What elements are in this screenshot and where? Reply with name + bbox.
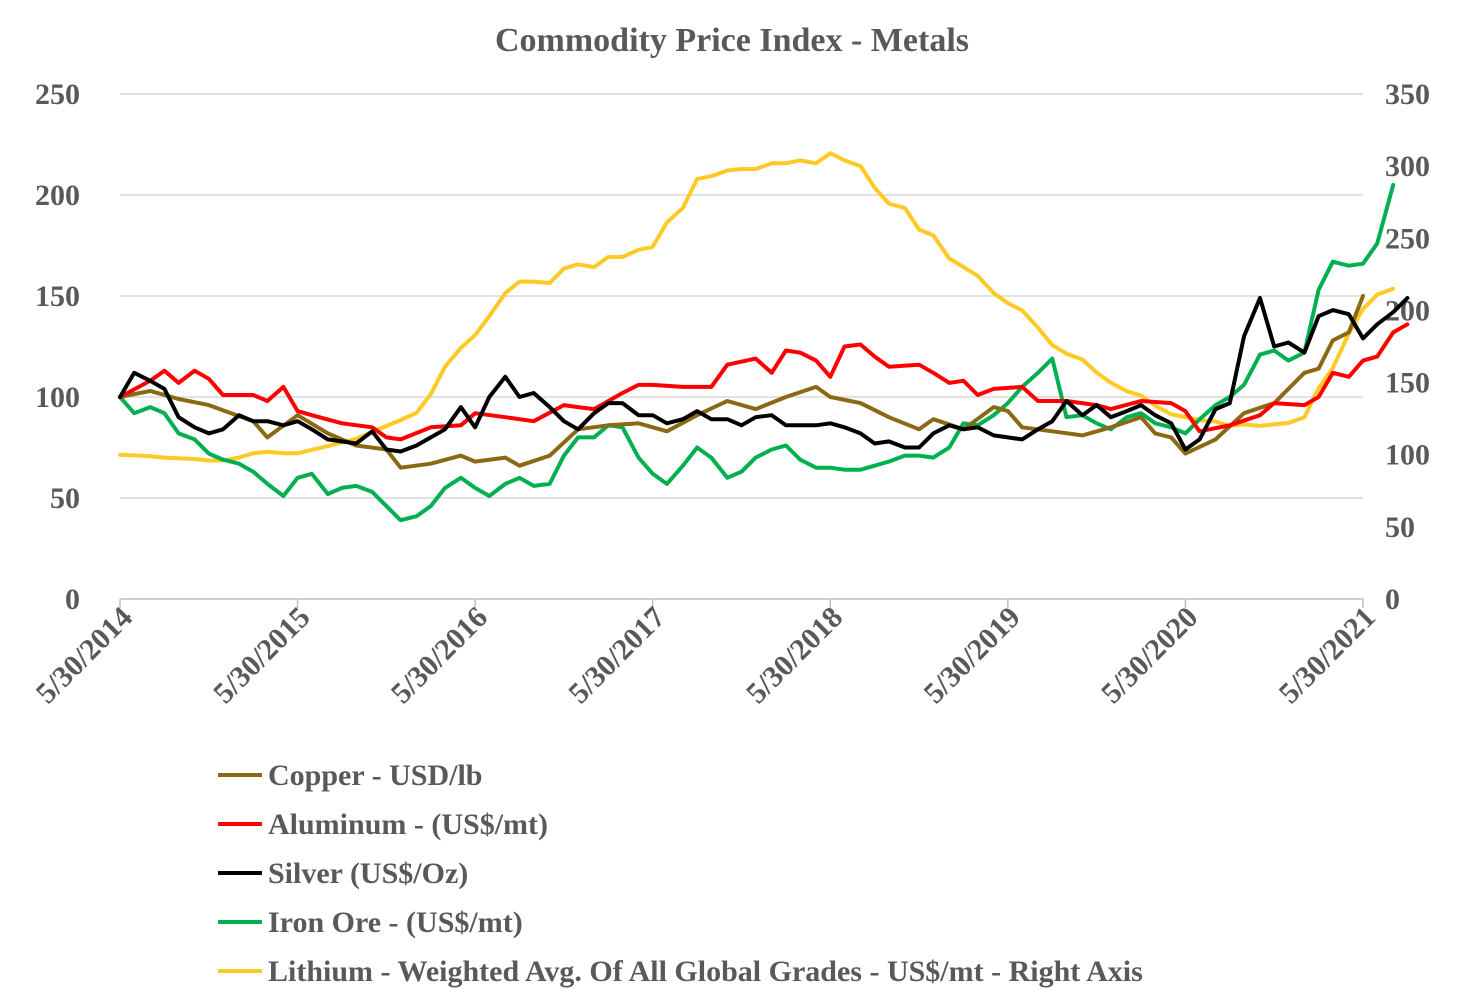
series-line-0: [118, 294, 1365, 470]
x-tick-label: 5/30/2020: [1095, 601, 1204, 710]
x-tick-label: 5/30/2017: [562, 601, 671, 710]
chart-title: Commodity Price Index - Metals: [495, 22, 969, 59]
x-tick-label: 5/30/2019: [917, 601, 1026, 710]
left-tick-label: 150: [35, 280, 80, 313]
x-tick-label: 5/30/2014: [30, 601, 139, 710]
x-tick-label: 5/30/2021: [1273, 601, 1382, 710]
left-tick-label: 50: [50, 482, 80, 515]
right-tick-label: 350: [1385, 78, 1430, 111]
series-line-3: [118, 182, 1396, 523]
x-tick-label: 5/30/2015: [207, 601, 316, 710]
legend-label: Lithium - Weighted Avg. Of All Global Gr…: [268, 955, 1143, 988]
right-tick-label: 300: [1385, 150, 1430, 183]
x-tick-label: 5/30/2016: [385, 601, 494, 710]
right-tick-label: 250: [1385, 222, 1430, 255]
left-tick-label: 250: [35, 78, 80, 111]
x-tick-label: 5/30/2018: [740, 601, 849, 710]
series-line-2: [118, 296, 1410, 454]
series-lines: [118, 151, 1410, 523]
left-axis-ticks: 0 50 100 150 200 250: [35, 78, 80, 616]
gridlines: [120, 93, 1363, 499]
legend-label: Copper - USD/lb: [268, 759, 482, 792]
left-tick-label: 0: [65, 583, 80, 616]
right-tick-label: 150: [1385, 367, 1430, 400]
left-tick-label: 100: [35, 381, 80, 414]
right-tick-label: 0: [1385, 583, 1400, 616]
right-tick-label: 50: [1385, 511, 1415, 544]
x-axis: 5/30/2014 5/30/2015 5/30/2016 5/30/2017 5/30…: [30, 598, 1382, 710]
legend-label: Silver (US$/Oz): [268, 857, 468, 890]
legend-label: Iron Ore - (US$/mt): [268, 906, 523, 939]
left-tick-label: 200: [35, 179, 80, 212]
legend: Copper - USD/lb Aluminum - (US$/mt) Silver…: [218, 759, 1143, 988]
legend-label: Aluminum - (US$/mt): [268, 808, 548, 841]
right-tick-label: 100: [1385, 439, 1430, 472]
